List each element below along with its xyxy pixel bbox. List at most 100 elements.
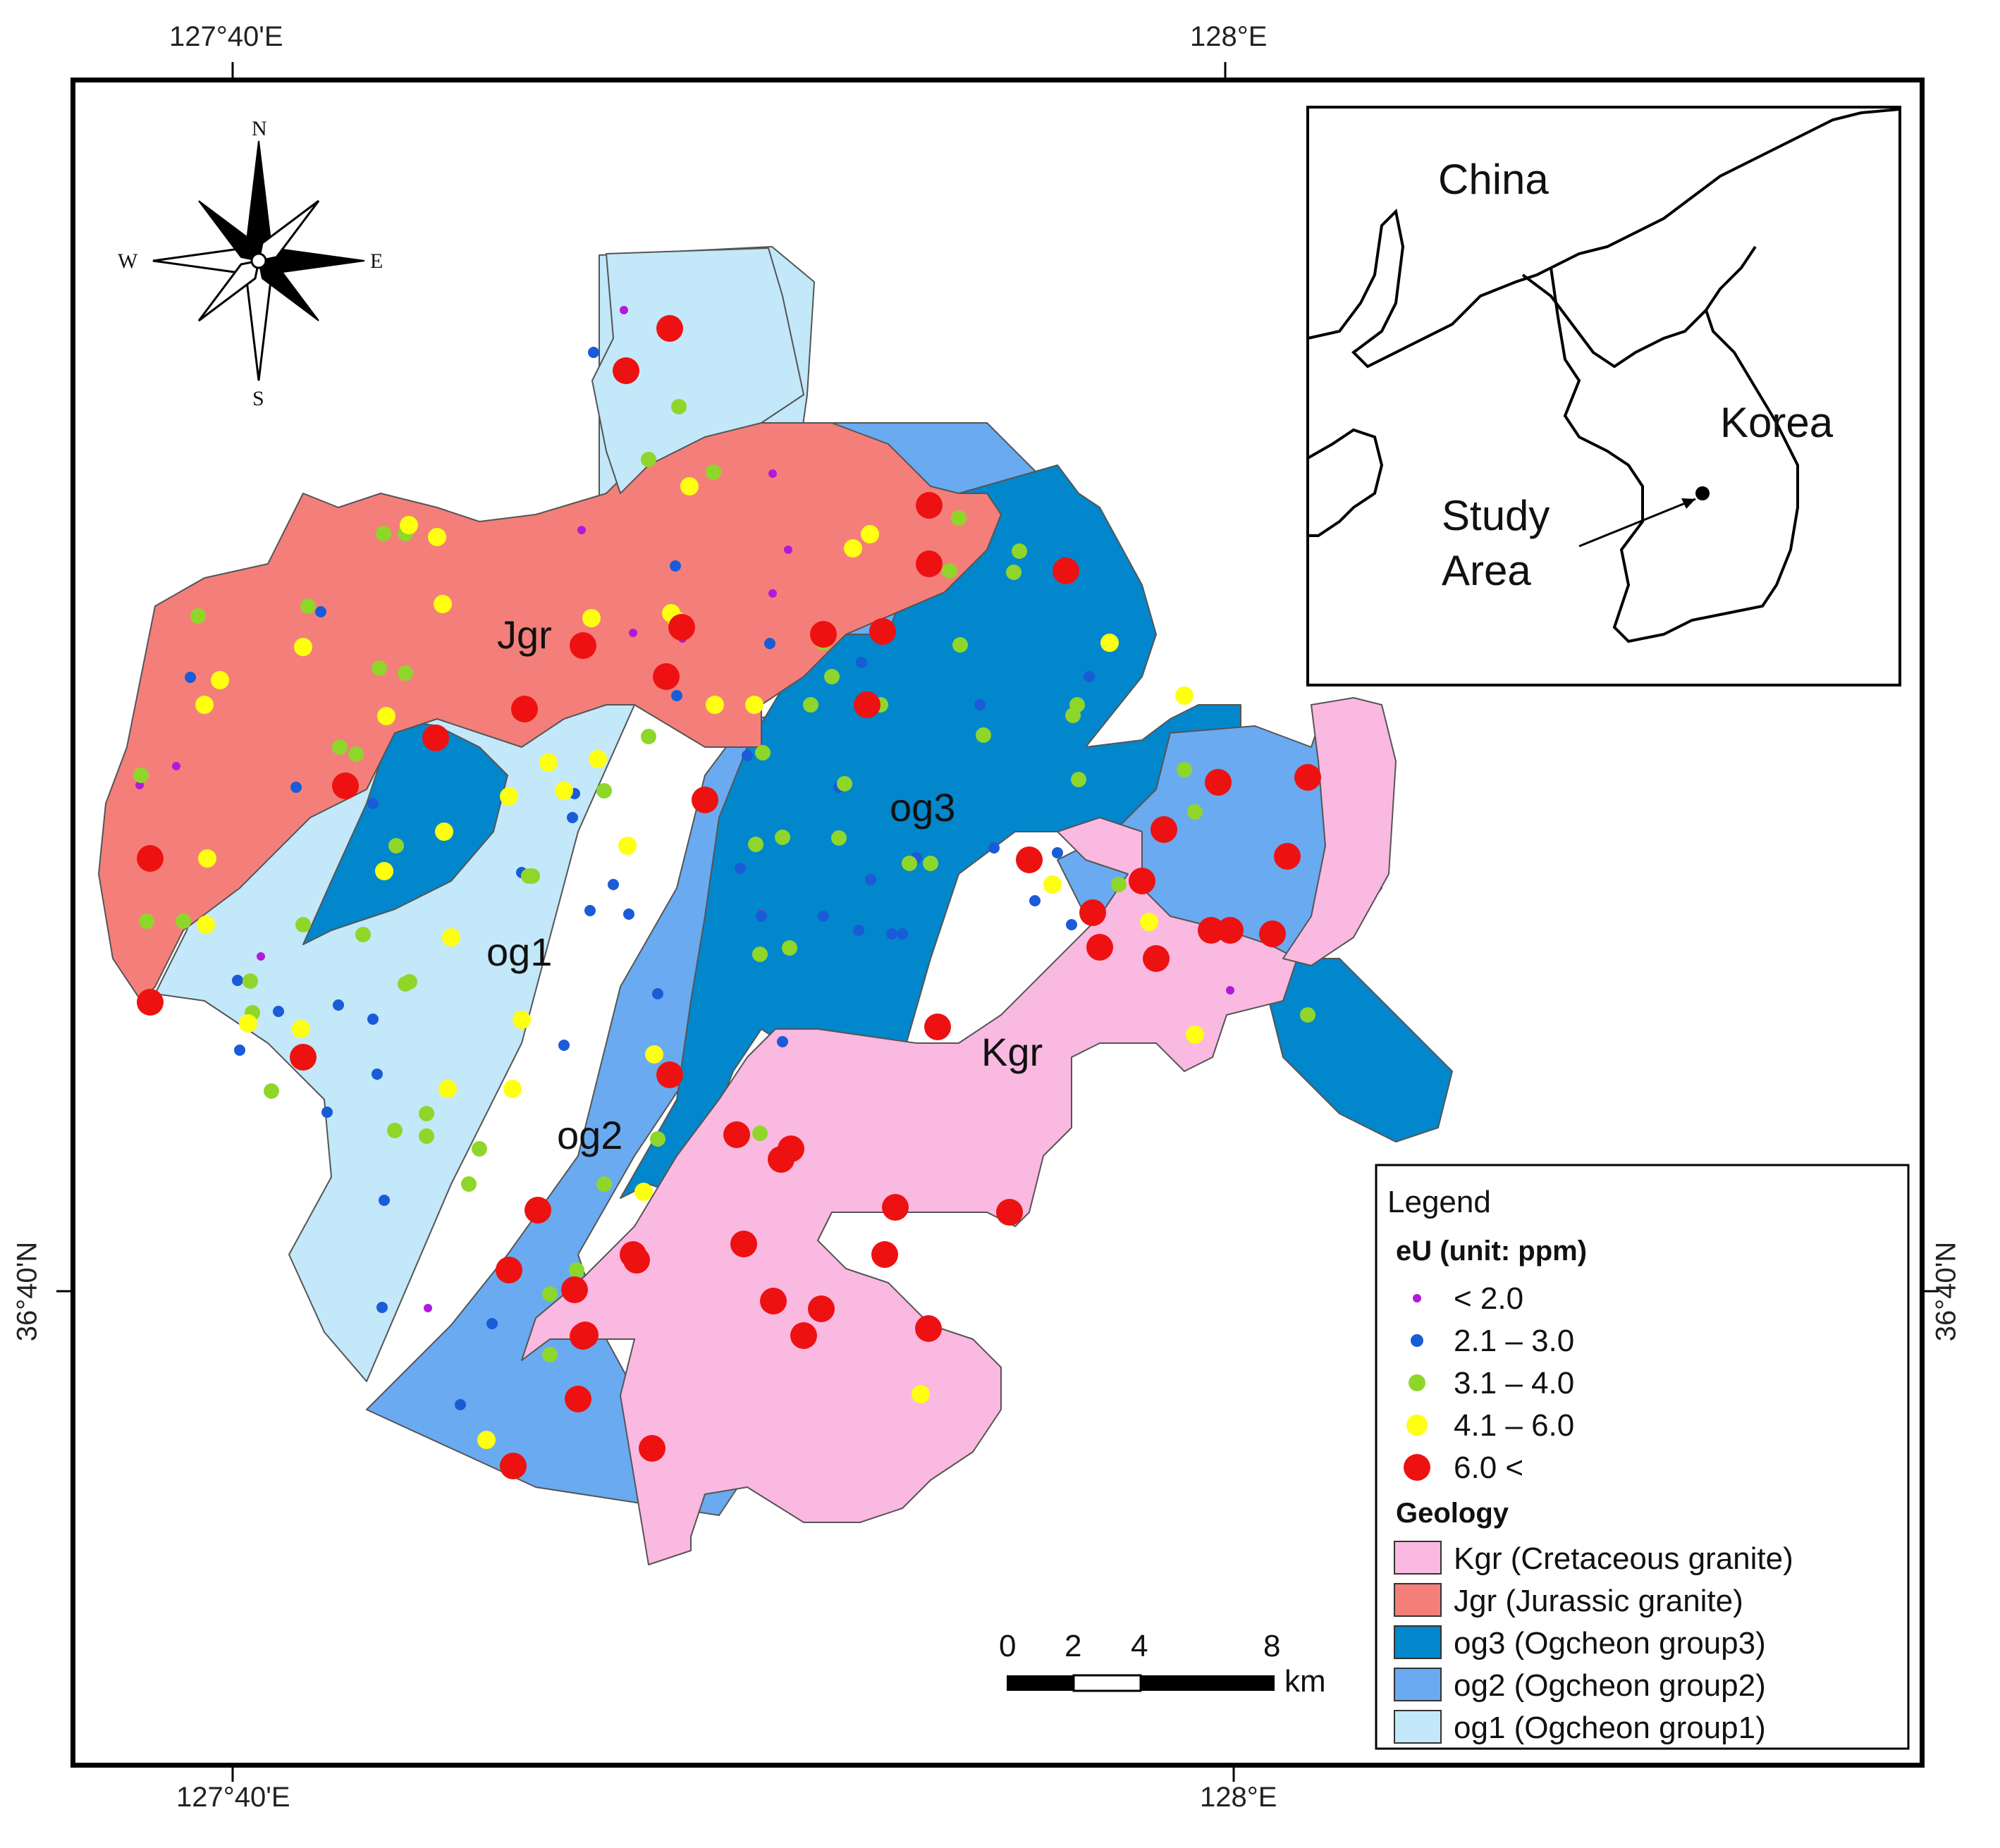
unit-label-kgr: Kgr xyxy=(981,1030,1043,1074)
sample-point xyxy=(379,1195,390,1206)
legend-eu-lt2: < 2.0 xyxy=(1454,1281,1523,1316)
sample-point xyxy=(775,830,790,845)
sample-point xyxy=(561,1276,588,1303)
sample-point xyxy=(764,638,775,649)
sample-point xyxy=(1111,877,1127,892)
legend-eu-3-4: 3.1 – 4.0 xyxy=(1454,1366,1574,1400)
sample-point xyxy=(760,1288,787,1314)
sample-point xyxy=(539,753,558,772)
sample-point xyxy=(810,621,837,648)
sample-point xyxy=(1069,697,1085,713)
inset-label-study-1: Study xyxy=(1442,492,1550,539)
sample-point xyxy=(1186,1025,1204,1044)
sample-point xyxy=(639,1435,665,1462)
sample-point xyxy=(680,477,699,495)
sample-point xyxy=(422,725,449,751)
sample-point xyxy=(915,1315,942,1342)
legend-geology-jgr: Jgr (Jurassic granite) xyxy=(1454,1584,1743,1618)
sample-point xyxy=(596,783,612,799)
sample-point xyxy=(185,672,196,683)
sample-point xyxy=(137,845,164,872)
points-eu-2-3 xyxy=(185,347,1095,1410)
inset-korea-coast xyxy=(1550,267,1799,643)
unit-og1-north xyxy=(591,247,804,494)
sample-point xyxy=(567,812,578,823)
sample-point xyxy=(372,660,387,676)
sample-point xyxy=(618,837,637,855)
lon-label-bottom-left: 127°40'E xyxy=(176,1782,290,1813)
sample-point xyxy=(897,928,908,940)
sample-point xyxy=(869,618,896,645)
sample-point xyxy=(951,510,967,526)
legend-swatch-og1 xyxy=(1394,1710,1442,1744)
sample-point xyxy=(558,1040,570,1051)
sample-point xyxy=(782,940,797,956)
sample-point xyxy=(455,1399,466,1410)
legend-title: Legend xyxy=(1387,1185,1491,1219)
sample-point xyxy=(1086,934,1113,961)
compass-e: E xyxy=(370,250,383,273)
sample-point xyxy=(645,1045,663,1064)
sample-point xyxy=(671,399,687,414)
sample-point xyxy=(1100,634,1119,652)
sample-point xyxy=(290,782,302,793)
legend-geology-og3: og3 (Ogcheon group3) xyxy=(1454,1626,1766,1661)
sample-point xyxy=(1187,804,1203,820)
legend-geology-og2: og2 (Ogcheon group2) xyxy=(1454,1668,1766,1703)
map-frame xyxy=(70,78,1925,1768)
sample-point xyxy=(503,1080,522,1098)
arrow-icon xyxy=(1681,498,1695,509)
inset-china-korea-border xyxy=(1521,245,1757,369)
sample-point xyxy=(133,768,149,783)
sample-point xyxy=(376,526,391,541)
unit-labels: Jgr og1 og2 og3 Kgr xyxy=(486,612,1043,1157)
sample-point xyxy=(442,928,460,947)
sample-point xyxy=(589,750,607,768)
sample-point xyxy=(438,1080,457,1098)
sample-point xyxy=(243,973,258,989)
sample-point xyxy=(871,1241,898,1268)
sample-point xyxy=(608,879,619,890)
sample-point xyxy=(400,516,418,534)
sample-point xyxy=(1198,917,1225,944)
unit-label-jgr: Jgr xyxy=(497,612,552,657)
sample-point xyxy=(584,905,596,916)
unit-og3-east xyxy=(1268,958,1453,1142)
sample-point xyxy=(398,665,413,681)
sample-point xyxy=(257,952,265,961)
sample-point xyxy=(211,671,229,689)
scale-tick-0: 0 xyxy=(999,1629,1016,1663)
sample-point xyxy=(1066,919,1077,930)
sample-point xyxy=(844,539,862,558)
sample-point xyxy=(377,707,395,725)
sample-point xyxy=(942,563,957,579)
sample-point xyxy=(808,1295,835,1322)
sample-point xyxy=(264,1083,279,1099)
sample-point xyxy=(1151,816,1177,843)
sample-point xyxy=(176,913,191,929)
scale-unit: km xyxy=(1284,1664,1326,1699)
compass-rose-icon: N S E W xyxy=(118,117,383,410)
sample-point xyxy=(837,776,852,791)
sample-point xyxy=(692,787,718,813)
sample-point xyxy=(755,745,771,760)
unit-kgr-east xyxy=(1282,697,1397,966)
legend-swatch-eu-4-6 xyxy=(1406,1415,1428,1436)
sample-point xyxy=(668,614,695,641)
sample-point xyxy=(1294,764,1321,791)
sample-point xyxy=(784,546,792,554)
scale-bar: 0 2 4 8 km xyxy=(999,1629,1326,1699)
sample-point xyxy=(434,595,452,613)
sample-point xyxy=(292,1020,310,1038)
sample-point xyxy=(752,1126,768,1141)
sample-point xyxy=(1071,772,1086,787)
sample-point xyxy=(524,868,540,884)
sample-point xyxy=(634,1183,653,1201)
sample-point xyxy=(1029,895,1041,906)
sample-point xyxy=(1084,671,1095,682)
sample-point xyxy=(295,917,311,932)
sample-point xyxy=(623,908,634,920)
legend-eu-4-6: 4.1 – 6.0 xyxy=(1454,1408,1574,1443)
sample-point xyxy=(902,856,917,871)
